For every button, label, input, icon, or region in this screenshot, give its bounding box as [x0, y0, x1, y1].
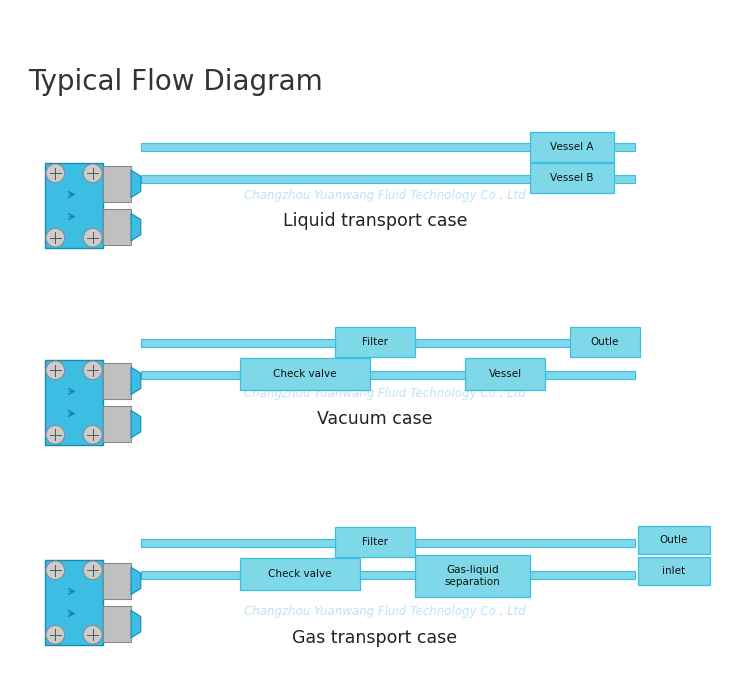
Circle shape: [83, 561, 102, 579]
FancyBboxPatch shape: [45, 360, 103, 445]
Polygon shape: [131, 213, 141, 241]
FancyBboxPatch shape: [141, 371, 635, 379]
Text: Gas transport case: Gas transport case: [292, 629, 458, 647]
FancyBboxPatch shape: [103, 406, 131, 442]
FancyBboxPatch shape: [45, 163, 103, 248]
Text: Vessel: Vessel: [488, 369, 521, 379]
FancyBboxPatch shape: [141, 571, 635, 579]
Polygon shape: [131, 610, 141, 638]
Text: Vessel B: Vessel B: [550, 173, 594, 183]
Text: Check valve: Check valve: [273, 369, 337, 379]
FancyBboxPatch shape: [570, 327, 640, 357]
Circle shape: [83, 228, 102, 247]
Polygon shape: [131, 367, 141, 394]
FancyBboxPatch shape: [141, 175, 635, 183]
Text: Typical Flow Diagram: Typical Flow Diagram: [28, 68, 322, 96]
Circle shape: [46, 625, 64, 644]
Text: Filter: Filter: [362, 537, 388, 547]
Text: Changzhou Yuanwang Fluid Technology Co., Ltd: Changzhou Yuanwang Fluid Technology Co.,…: [244, 387, 526, 400]
FancyBboxPatch shape: [141, 143, 635, 151]
FancyBboxPatch shape: [465, 358, 545, 390]
Text: Check valve: Check valve: [268, 569, 332, 579]
Text: Liquid transport case: Liquid transport case: [283, 212, 467, 230]
Circle shape: [46, 361, 64, 380]
Text: Outle: Outle: [660, 535, 688, 545]
Text: Gas-liquid
separation: Gas-liquid separation: [445, 565, 500, 587]
FancyBboxPatch shape: [335, 327, 415, 357]
Polygon shape: [131, 567, 141, 594]
Text: Changzhou Yuanwang Fluid Technology Co., Ltd: Changzhou Yuanwang Fluid Technology Co.,…: [244, 189, 526, 202]
Text: Vessel A: Vessel A: [550, 142, 594, 152]
Circle shape: [83, 164, 102, 182]
Polygon shape: [131, 170, 141, 197]
FancyBboxPatch shape: [103, 606, 131, 643]
FancyBboxPatch shape: [638, 557, 710, 585]
FancyBboxPatch shape: [103, 209, 131, 246]
FancyBboxPatch shape: [103, 363, 131, 399]
FancyBboxPatch shape: [103, 166, 131, 202]
FancyBboxPatch shape: [45, 560, 103, 645]
Text: Outle: Outle: [591, 337, 620, 347]
Circle shape: [46, 425, 64, 444]
FancyBboxPatch shape: [530, 163, 614, 193]
Text: Filter: Filter: [362, 337, 388, 347]
Polygon shape: [131, 411, 141, 438]
Circle shape: [46, 561, 64, 579]
FancyBboxPatch shape: [103, 563, 131, 599]
FancyBboxPatch shape: [141, 339, 635, 347]
Text: Changzhou Yuanwang Fluid Technology Co., Ltd: Changzhou Yuanwang Fluid Technology Co.,…: [244, 605, 526, 619]
Text: inlet: inlet: [662, 566, 686, 576]
Circle shape: [46, 228, 64, 247]
Circle shape: [83, 361, 102, 380]
Text: Vacuum case: Vacuum case: [317, 410, 433, 428]
Circle shape: [46, 164, 64, 182]
FancyBboxPatch shape: [141, 539, 635, 547]
FancyBboxPatch shape: [240, 358, 370, 390]
Circle shape: [83, 425, 102, 444]
FancyBboxPatch shape: [638, 526, 710, 554]
Circle shape: [83, 625, 102, 644]
FancyBboxPatch shape: [335, 527, 415, 557]
FancyBboxPatch shape: [240, 558, 360, 590]
FancyBboxPatch shape: [530, 132, 614, 162]
FancyBboxPatch shape: [415, 555, 530, 597]
